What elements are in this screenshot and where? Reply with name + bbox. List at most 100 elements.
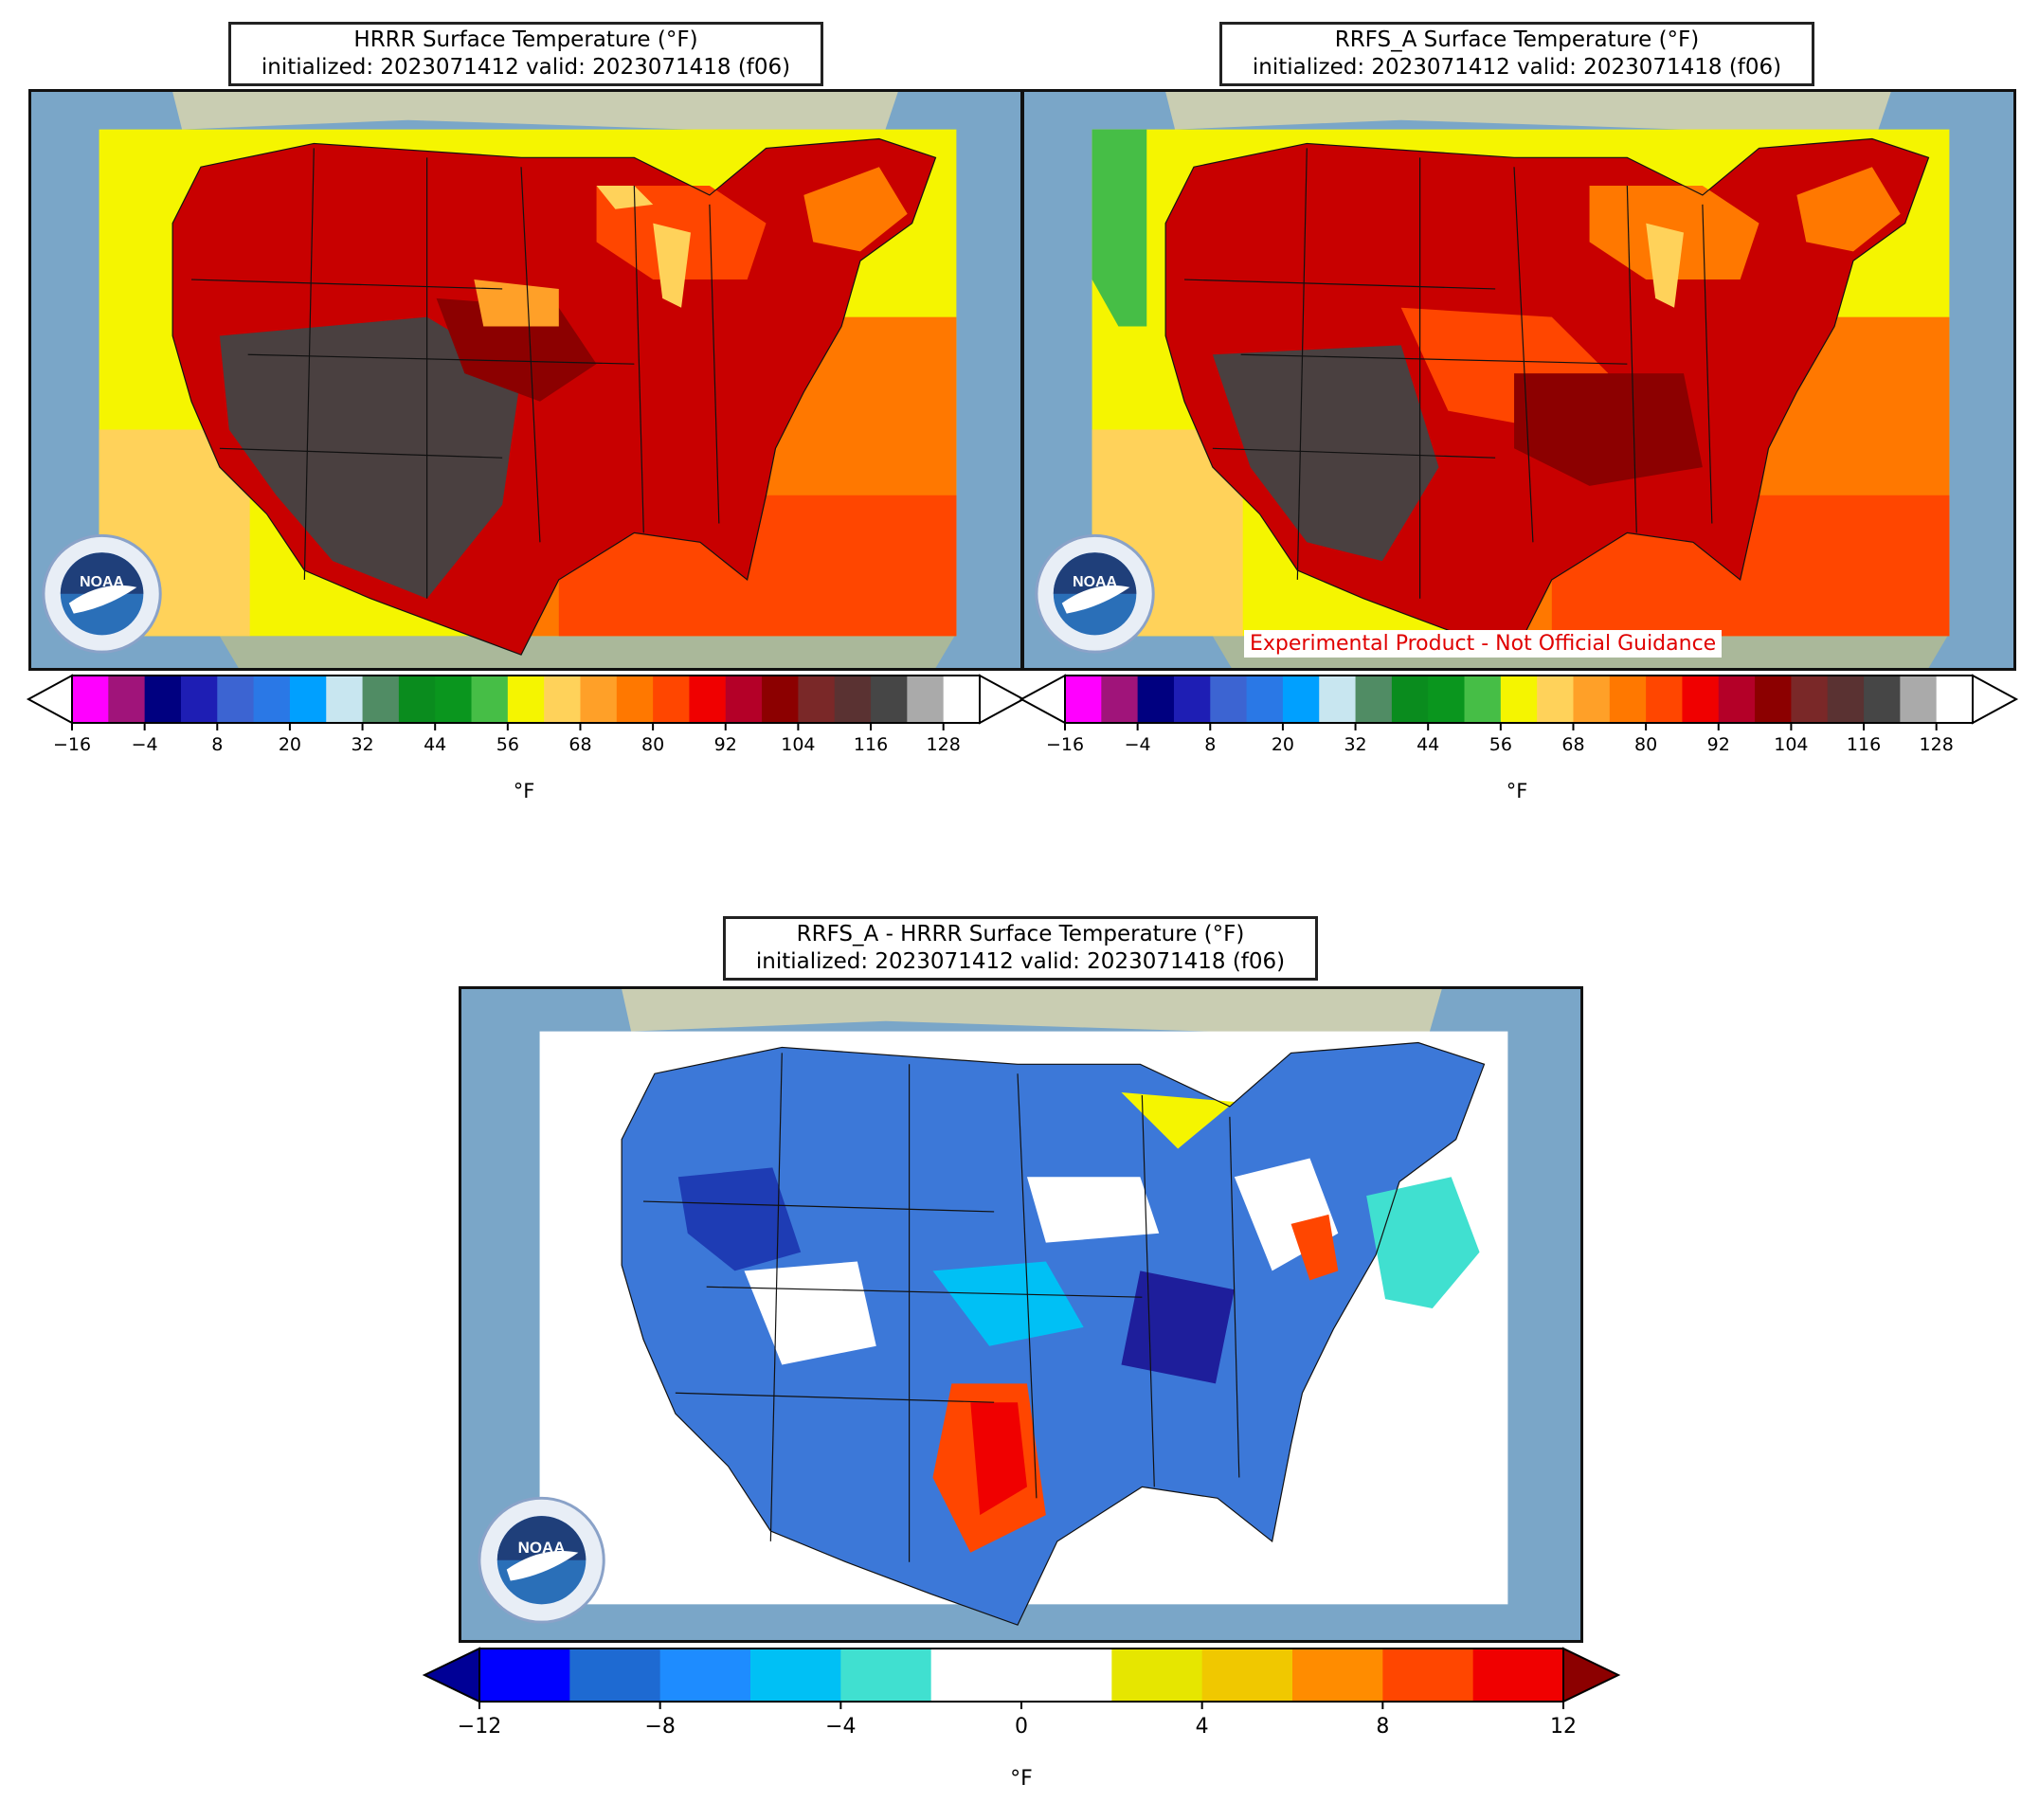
colorbar-segment (1065, 676, 1102, 723)
colorbar-segment (569, 1649, 661, 1702)
diff-colorbar-unit: °F (1010, 1767, 1033, 1791)
colorbar-segment (1573, 676, 1611, 723)
colorbar-segment (507, 676, 545, 723)
colorbar-tick-label: 92 (1706, 734, 1730, 755)
colorbar-segment (1718, 676, 1756, 723)
colorbar-segment (326, 676, 364, 723)
colorbar-tick-label: 32 (351, 734, 374, 755)
colorbar-tick-label: 104 (781, 734, 816, 755)
hrrr-colorbar-svg (26, 674, 1026, 730)
colorbar-tick-label: 128 (1919, 734, 1954, 755)
colorbar-segment (943, 676, 981, 723)
colorbar-segment (1137, 676, 1175, 723)
colorbar-segment (1537, 676, 1574, 723)
diff-colorbar-svg (422, 1647, 1621, 1709)
colorbar-tick-label: 128 (926, 734, 961, 755)
colorbar-tick-label: 104 (1774, 734, 1809, 755)
colorbar-segment (762, 676, 799, 723)
colorbar-segment (1791, 676, 1829, 723)
rrfs-colorbar-svg (1019, 674, 2019, 730)
colorbar-outline (71, 675, 981, 724)
colorbar-segment (907, 676, 945, 723)
colorbar-segment (1173, 676, 1211, 723)
colorbar-segment (1292, 1649, 1383, 1702)
colorbar-segment (1936, 676, 1974, 723)
colorbar-segment (1827, 676, 1865, 723)
colorbar-segment (1282, 676, 1320, 723)
colorbar-segment (653, 676, 690, 723)
colorbar-segment (616, 676, 654, 723)
colorbar-tick-label: 20 (278, 734, 301, 755)
hrrr-title-line1: HRRR Surface Temperature (°F) (353, 27, 698, 52)
colorbar-segment (1355, 676, 1393, 723)
colorbar-over-arrow (979, 674, 1026, 725)
rrfs-title: RRFS_A Surface Temperature (°F) initiali… (1219, 22, 1814, 86)
colorbar-tick-label: 44 (1416, 734, 1440, 755)
colorbar-tick-label: 20 (1271, 734, 1294, 755)
colorbar-segment (1864, 676, 1901, 723)
colorbar-segment (544, 676, 581, 723)
colorbar-segment (180, 676, 218, 723)
noaa-logo-icon: NOAA (478, 1496, 605, 1624)
colorbar-tick-label: 80 (1634, 734, 1658, 755)
colorbar-segment (930, 1649, 1022, 1702)
colorbar-segment (1111, 1649, 1203, 1702)
rrfs-title-line1: RRFS_A Surface Temperature (°F) (1334, 27, 1700, 52)
svg-text:NOAA: NOAA (518, 1539, 566, 1557)
colorbar-segment (479, 1649, 570, 1702)
colorbar-segment (253, 676, 291, 723)
colorbar-segment (725, 676, 763, 723)
colorbar-segment (1464, 676, 1502, 723)
colorbar-segment (840, 1649, 932, 1702)
colorbar-tick-label: 32 (1344, 734, 1367, 755)
diff-title: RRFS_A - HRRR Surface Temperature (°F) i… (723, 916, 1318, 981)
colorbar-segment (659, 1649, 751, 1702)
diff-map-svg: NOAA (461, 989, 1580, 1640)
colorbar-tick-label: 56 (1489, 734, 1512, 755)
colorbar-segment (834, 676, 872, 723)
colorbar-segment (798, 676, 836, 723)
colorbar-tick-label: 12 (1550, 1715, 1577, 1739)
noaa-logo-icon: NOAA (1035, 533, 1155, 654)
hrrr-title-line2: initialized: 2023071412 valid: 202307141… (261, 55, 791, 80)
colorbar-segment (1500, 676, 1538, 723)
colorbar-tick-label: 68 (568, 734, 592, 755)
colorbar-segment (1646, 676, 1683, 723)
colorbar-segment (1201, 1649, 1293, 1702)
diff-map: NOAA (459, 986, 1583, 1643)
colorbar-segment (1755, 676, 1792, 723)
diff-title-line1: RRFS_A - HRRR Surface Temperature (°F) (796, 922, 1245, 946)
colorbar-segment (1900, 676, 1938, 723)
rrfs-colorbar (1019, 674, 2019, 730)
colorbar-outline (1064, 675, 1974, 724)
colorbar-tick-label: −12 (457, 1715, 502, 1739)
colorbar-tick-label: −4 (825, 1715, 857, 1739)
noaa-logo-icon: NOAA (42, 533, 162, 654)
diff-colorbar (422, 1647, 1621, 1709)
colorbar-over-arrow (1562, 1647, 1621, 1703)
colorbar-tick-label: 116 (1846, 734, 1882, 755)
colorbar-tick-label: 8 (211, 734, 224, 755)
svg-text:NOAA: NOAA (1073, 574, 1117, 590)
colorbar-segment (1428, 676, 1466, 723)
colorbar-tick-label: 8 (1376, 1715, 1390, 1739)
colorbar-segment (1609, 676, 1647, 723)
colorbar-tick-label: 80 (641, 734, 665, 755)
rrfs-map-svg: NOAA (1024, 92, 2013, 668)
colorbar-segment (435, 676, 473, 723)
colorbar-tick-label: 44 (424, 734, 447, 755)
colorbar-segment (362, 676, 400, 723)
hrrr-map-svg: NOAA (31, 92, 1020, 668)
colorbar-tick-label: 8 (1204, 734, 1217, 755)
rrfs-map: NOAA (1021, 89, 2016, 671)
colorbar-segment (1472, 1649, 1564, 1702)
colorbar-segment (1101, 676, 1139, 723)
colorbar-segment (217, 676, 255, 723)
colorbar-tick-label: −8 (644, 1715, 676, 1739)
colorbar-segment (1391, 676, 1429, 723)
colorbar-segment (144, 676, 182, 723)
colorbar-segment (108, 676, 146, 723)
colorbar-under-arrow (1019, 674, 1066, 725)
colorbar-tick-label: −4 (1124, 734, 1151, 755)
colorbar-segment (689, 676, 727, 723)
